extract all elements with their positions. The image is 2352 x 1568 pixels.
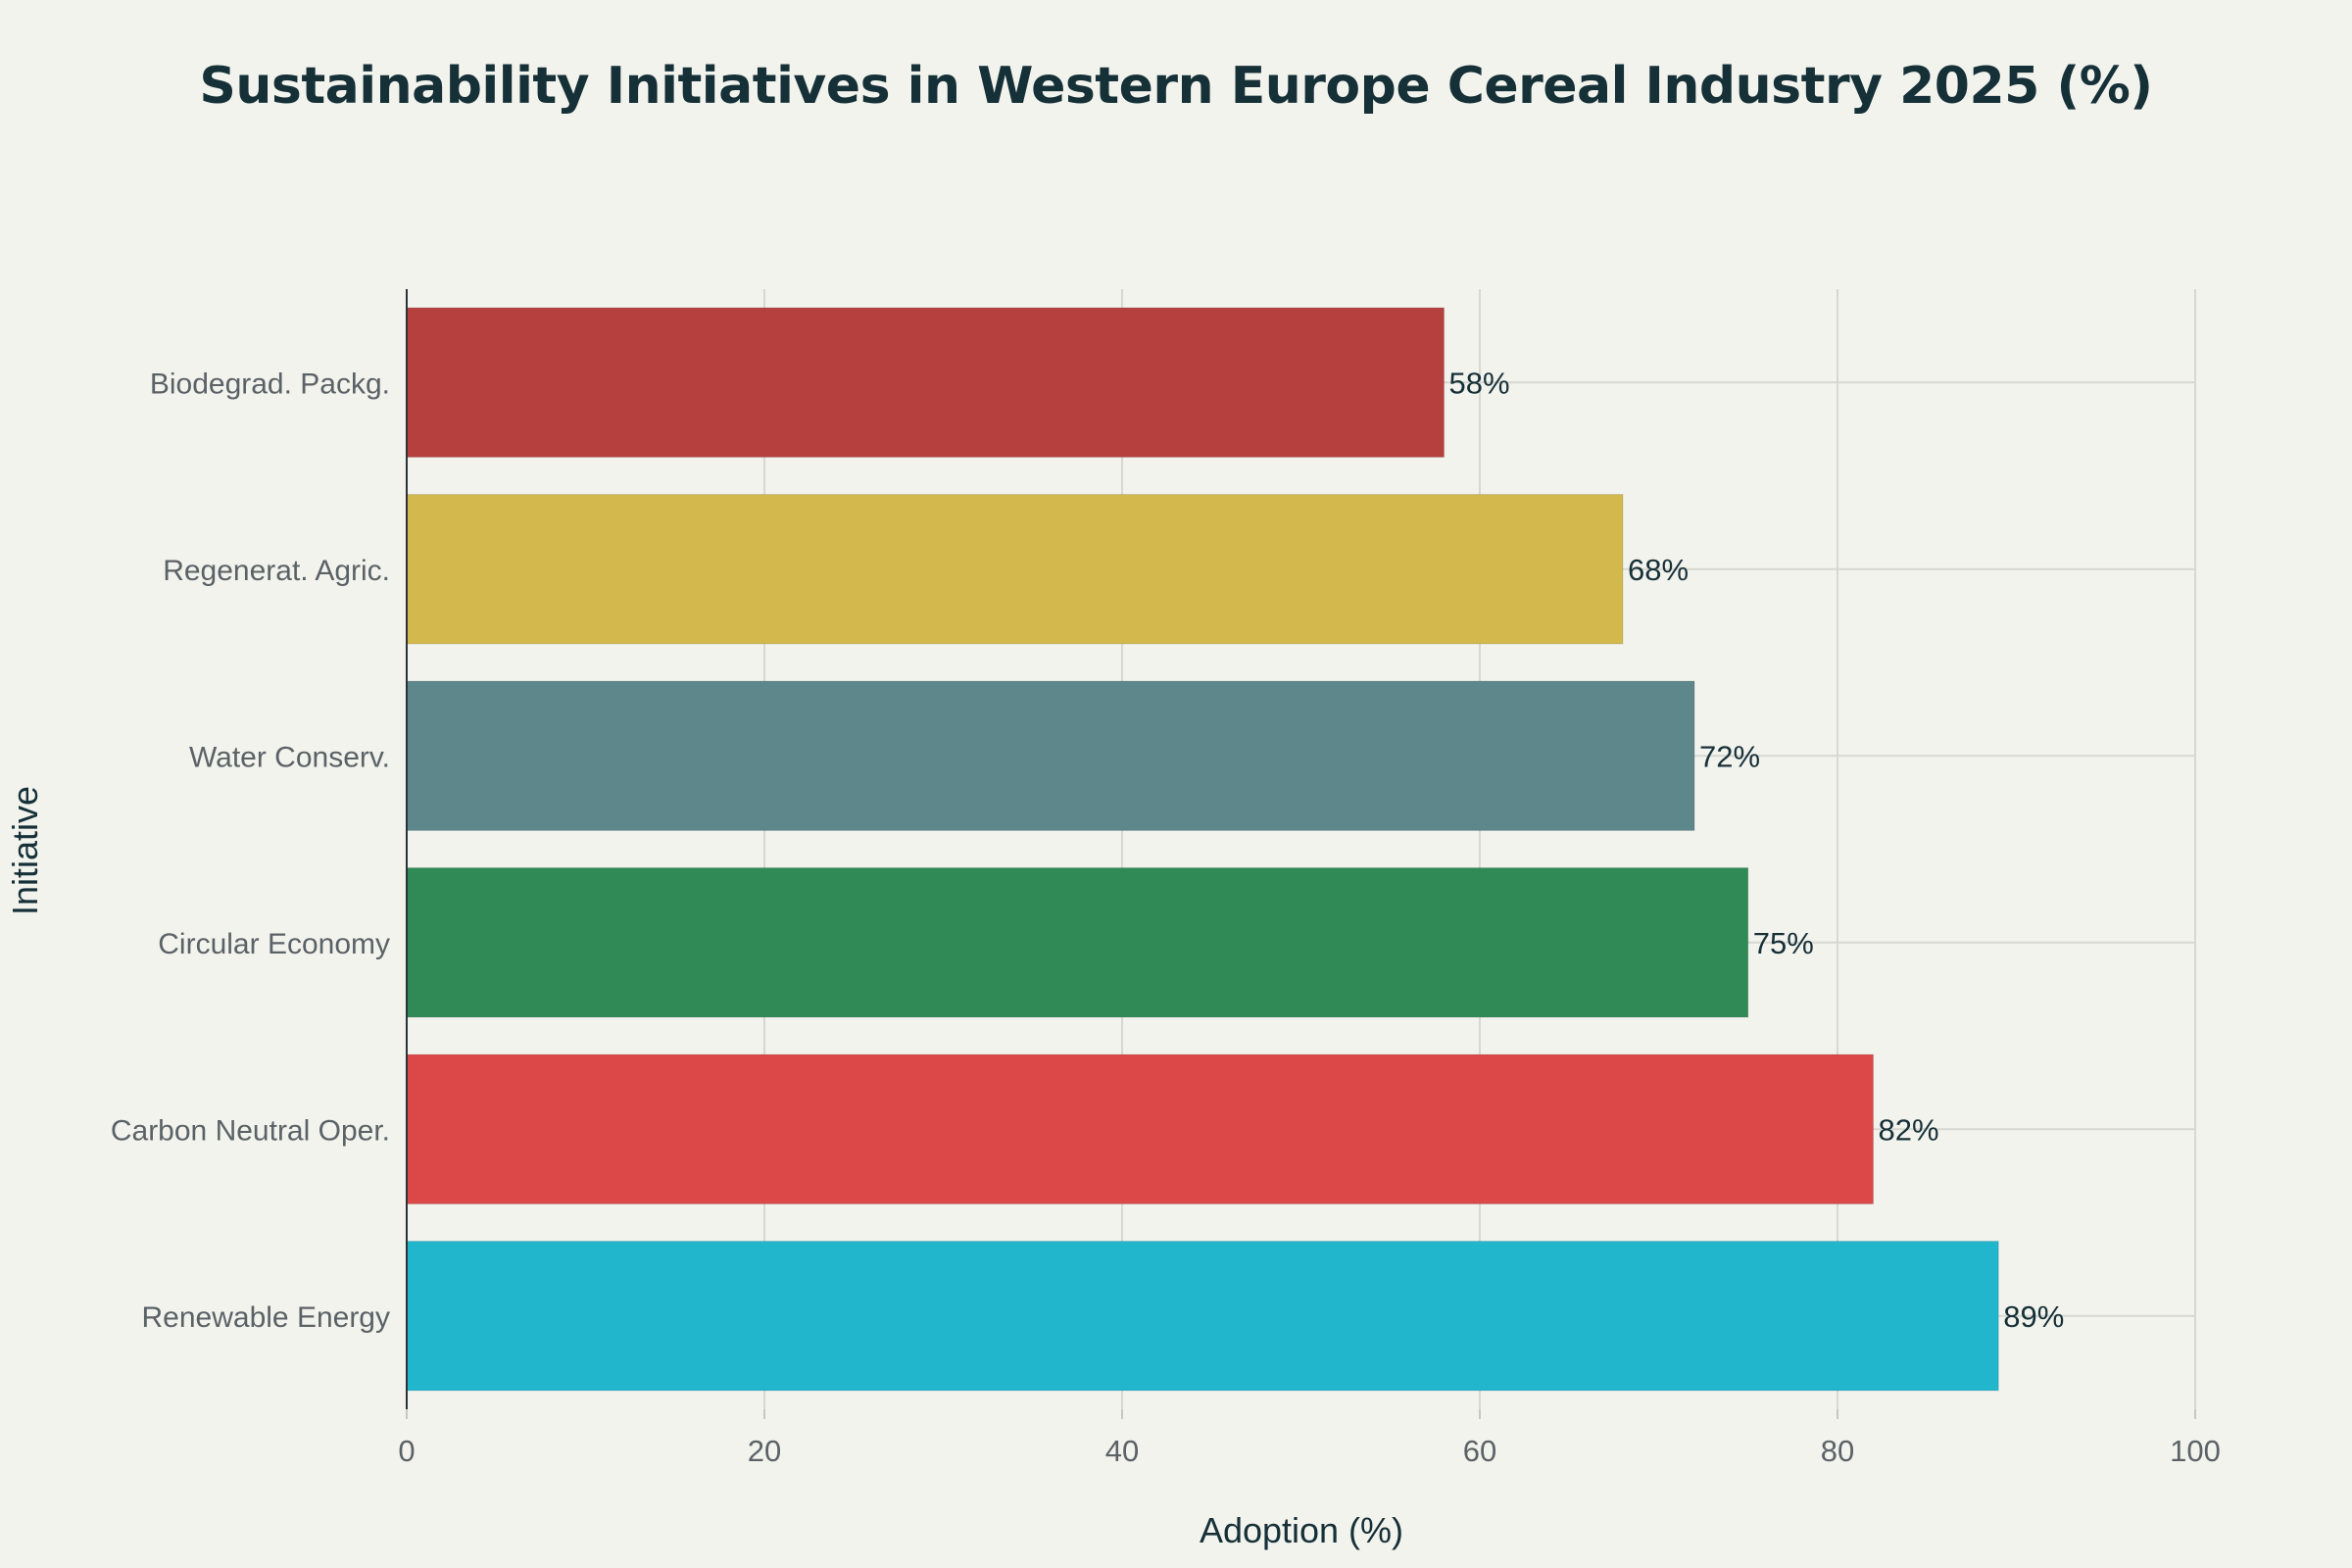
data-labels: 58% 68% 72% 75% 82% 89% <box>1449 366 2065 1334</box>
y-axis-title: Initiative <box>5 786 45 915</box>
category-label: Biodegrad. Packg. <box>150 368 390 400</box>
category-label: Renewable Energy <box>142 1301 391 1334</box>
x-tick-label: 40 <box>1105 1434 1139 1468</box>
x-tick-label: 80 <box>1821 1434 1854 1468</box>
data-label: 89% <box>2003 1299 2064 1334</box>
x-tick-label: 0 <box>398 1434 415 1468</box>
x-tick-label: 100 <box>2170 1434 2221 1468</box>
bars <box>406 307 1999 1392</box>
data-label: 58% <box>1449 366 1510 400</box>
x-axis-title: Adoption (%) <box>1200 1510 1403 1550</box>
bar <box>406 307 1445 458</box>
chart-title: Sustainability Initiatives in Western Eu… <box>199 57 2153 116</box>
category-label: Water Conserv. <box>189 741 390 773</box>
x-tick-label: 60 <box>1463 1434 1496 1468</box>
data-label: 82% <box>1879 1112 1939 1147</box>
bar <box>406 494 1624 645</box>
data-label: 75% <box>1753 926 1814 960</box>
category-label: Regenerat. Agric. <box>163 555 390 587</box>
category-label: Circular Economy <box>158 928 390 960</box>
bar <box>406 680 1695 831</box>
data-label: 72% <box>1699 739 1760 773</box>
data-label: 68% <box>1628 553 1689 587</box>
category-label: Carbon Neutral Oper. <box>111 1114 390 1147</box>
bar <box>406 1054 1874 1204</box>
x-tick-label: 20 <box>748 1434 781 1468</box>
bar <box>406 1241 1999 1392</box>
axes: Biodegrad. Packg. Regenerat. Agric. Water … <box>111 289 2221 1468</box>
bar <box>406 867 1749 1018</box>
